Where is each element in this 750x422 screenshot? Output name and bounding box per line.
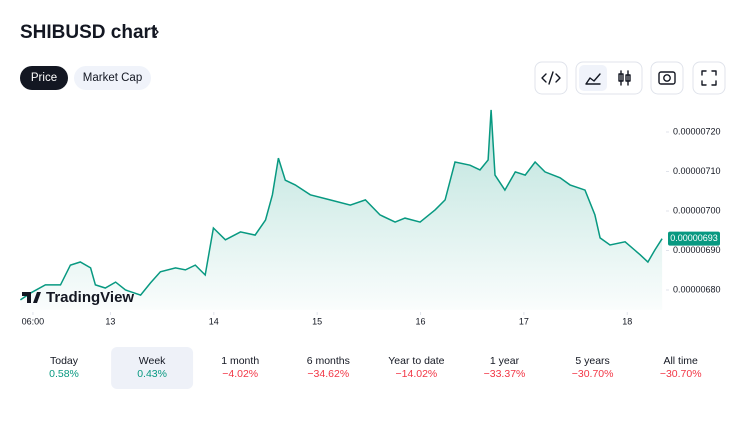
camera-icon [658,71,676,85]
last-price-box [668,231,720,246]
watermark-text: TradingView [46,289,134,306]
y-tick-label: 0.00000700 [673,205,721,215]
y-tick-label: 0.00000710 [673,166,721,176]
watermark: TradingView [22,289,134,306]
last-price-label: 0.00000693 [670,233,718,243]
period-change: −30.70% [572,368,614,380]
snapshot-button[interactable] [650,61,684,95]
period-change: −33.37% [484,368,526,380]
x-tick-label: 18 [622,316,632,326]
area-icon [585,73,601,85]
chart: 0.00000680 0.00000690 0.00000700 0.00000710… [19,109,721,326]
y-tick-label: 0.00000720 [673,126,721,136]
x-tick-label: 14 [209,316,219,326]
fullscreen-button[interactable] [692,61,726,95]
period-label: 5 years [575,355,609,367]
candle-body [618,73,624,82]
camera-lens [663,74,671,82]
period-label: Year to date [388,355,444,367]
embed-icon [541,71,561,85]
tab[interactable] [20,66,68,90]
chevron[interactable] [152,26,159,38]
period-label: All time [663,355,698,367]
x-tick-label: 16 [416,316,426,326]
tab[interactable] [74,66,151,90]
area [20,109,663,310]
period-change: 0.58% [49,368,79,380]
period-label: Week [139,355,166,367]
period-label: 1 year [490,355,520,367]
candle-button[interactable] [610,65,638,91]
period-label: 6 months [307,355,350,367]
x-tick-label: 15 [312,316,322,326]
area-button[interactable] [579,65,607,91]
tabs: Price Market Cap [20,66,151,90]
tv-logo [22,292,41,303]
period-highlight [111,347,194,389]
x-tick-label: 17 [519,316,529,326]
period-label: Today [50,355,79,367]
title: SHIBUSD chart [20,22,158,43]
x-tick-label: 06:00 [22,316,45,326]
period-change: −14.02% [396,368,438,380]
y-tick-label: 0.00000690 [673,245,721,255]
fullscreen-icon [701,70,717,86]
candle-body [625,74,631,82]
toolbar [534,61,726,95]
price-line [19,109,663,301]
x-tick-label: 13 [105,316,115,326]
tab-label: Price [31,72,57,84]
period-change: 0.43% [137,368,167,380]
period-change: −4.02% [222,368,258,380]
tab-label: Market Cap [83,72,142,84]
period-label: 1 month [221,355,259,367]
period-change: −34.62% [307,368,349,380]
period-change: −30.70% [660,368,702,380]
y-tick-label: 0.00000680 [673,284,721,294]
